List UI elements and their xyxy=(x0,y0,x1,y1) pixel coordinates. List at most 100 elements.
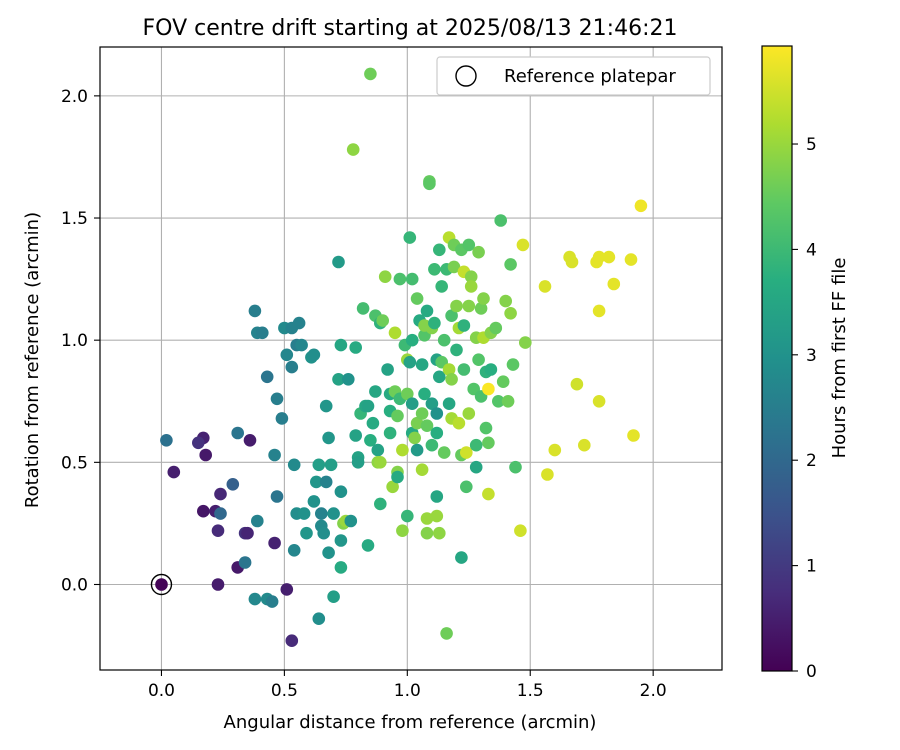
data-point xyxy=(464,280,478,293)
data-point xyxy=(297,507,311,520)
data-point xyxy=(479,421,493,435)
data-point xyxy=(307,495,321,508)
data-point xyxy=(445,373,458,386)
data-point xyxy=(401,387,414,401)
colorbar-tick-label: 3 xyxy=(806,346,817,366)
data-point xyxy=(410,292,424,305)
data-point xyxy=(371,443,385,457)
data-point xyxy=(378,270,392,284)
data-point xyxy=(420,419,434,433)
data-point xyxy=(415,407,429,420)
y-axis-ticks: 0.0 0.5 1.0 1.5 2.0 xyxy=(61,87,100,595)
data-point xyxy=(265,595,279,608)
data-point xyxy=(437,446,451,459)
data-point xyxy=(361,539,375,552)
colorbar-gradient xyxy=(761,45,793,672)
data-point xyxy=(464,270,478,284)
data-point xyxy=(401,509,414,523)
data-point xyxy=(349,429,363,442)
colorbar-tick-label: 1 xyxy=(806,557,817,577)
data-point xyxy=(315,507,328,520)
data-point xyxy=(602,250,616,264)
data-point xyxy=(243,434,257,447)
data-point xyxy=(332,255,345,269)
data-point xyxy=(344,514,358,528)
data-point xyxy=(317,526,331,540)
data-point xyxy=(519,336,532,349)
data-point xyxy=(425,397,439,411)
data-point xyxy=(430,490,444,503)
data-point xyxy=(425,438,439,452)
data-point xyxy=(391,470,404,484)
data-point xyxy=(307,348,321,362)
data-point xyxy=(376,314,390,327)
data-point xyxy=(410,443,424,457)
data-point xyxy=(469,438,483,452)
data-point xyxy=(364,434,377,447)
data-point xyxy=(430,509,444,523)
data-point xyxy=(462,299,476,313)
x-tick-label: 2.0 xyxy=(640,681,667,701)
data-point xyxy=(374,497,387,511)
data-point xyxy=(241,526,254,540)
data-point xyxy=(386,480,399,494)
data-point xyxy=(396,524,409,537)
data-point xyxy=(420,526,434,540)
data-point xyxy=(322,431,335,445)
data-point xyxy=(280,348,294,362)
data-point xyxy=(383,426,397,440)
data-point xyxy=(457,319,471,332)
data-point xyxy=(403,231,417,244)
data-point xyxy=(450,343,463,357)
legend-entry-reference-platepar: Reference platepar xyxy=(504,66,676,87)
data-point xyxy=(160,434,173,447)
data-point xyxy=(435,280,449,293)
data-point xyxy=(285,634,299,647)
data-point xyxy=(410,416,424,430)
y-tick-label: 1.5 xyxy=(61,209,88,229)
data-point xyxy=(346,143,360,156)
colorbar-tick-label: 4 xyxy=(806,240,817,260)
data-point xyxy=(477,292,490,305)
data-point xyxy=(430,407,444,420)
data-point xyxy=(361,399,375,413)
data-point xyxy=(624,253,638,266)
data-point xyxy=(504,307,517,320)
data-point xyxy=(442,397,456,411)
data-point xyxy=(440,627,453,640)
data-point xyxy=(433,243,446,257)
data-point xyxy=(295,338,308,352)
reference-platepar-marker xyxy=(150,573,173,596)
data-point xyxy=(155,578,168,591)
data-point xyxy=(319,475,333,489)
data-point xyxy=(405,272,419,286)
data-point xyxy=(260,370,274,384)
y-tick-label: 2.0 xyxy=(61,87,88,107)
y-tick-label: 1.0 xyxy=(61,331,88,351)
data-point xyxy=(492,395,505,408)
colorbar-label: Hours from first FF file xyxy=(829,258,850,459)
data-point xyxy=(445,309,458,323)
data-point xyxy=(430,426,444,440)
data-point xyxy=(342,373,355,386)
data-point xyxy=(433,526,446,540)
data-point xyxy=(270,392,284,406)
data-point xyxy=(391,409,404,423)
data-point xyxy=(270,490,284,503)
data-point xyxy=(393,272,407,286)
data-point xyxy=(381,363,394,376)
data-point xyxy=(405,333,419,347)
data-point xyxy=(460,480,473,494)
data-point xyxy=(538,280,552,293)
data-point xyxy=(351,456,365,469)
data-point xyxy=(322,546,335,559)
data-point xyxy=(460,446,473,459)
data-point xyxy=(324,458,338,472)
data-point xyxy=(489,321,503,335)
data-point xyxy=(211,578,225,591)
colorbar-ticks: 0 1 2 3 4 5 xyxy=(792,135,817,682)
data-point xyxy=(332,373,345,386)
data-point xyxy=(484,363,498,376)
data-point xyxy=(167,465,181,479)
